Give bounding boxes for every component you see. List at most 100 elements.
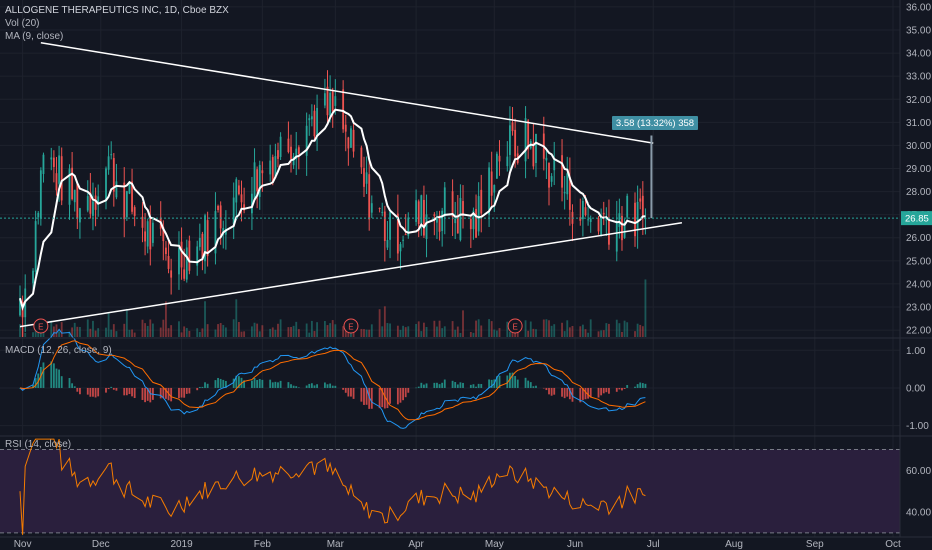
volume-bar [342, 326, 345, 337]
macd-histogram-bar [149, 387, 152, 403]
candle-body [568, 176, 571, 210]
candle-body [50, 157, 53, 160]
candle-body [524, 118, 527, 162]
volume-bar [316, 322, 318, 337]
volume-bar [441, 328, 444, 337]
candle-body [235, 179, 238, 203]
candle-body [509, 125, 511, 155]
macd-histogram-bar [141, 387, 144, 400]
volume-bar [618, 323, 621, 337]
candle-body [436, 218, 438, 223]
candle-body [597, 218, 600, 232]
time-tick-label: 2019 [170, 539, 193, 550]
volume-bar [509, 331, 511, 337]
macd-histogram-bar [323, 382, 326, 388]
volume-bar [550, 325, 553, 337]
rsi-label: RSI (14, close) [5, 439, 71, 450]
candle-body [350, 128, 352, 148]
macd-histogram-bar [396, 387, 399, 405]
candle-body [456, 215, 459, 234]
volume-bar [480, 325, 483, 337]
candle-body [112, 158, 115, 192]
macd-histogram-bar [21, 387, 24, 390]
macd-histogram-bar [509, 372, 511, 388]
macd-histogram-bar [125, 387, 128, 396]
volume-bar [511, 330, 514, 337]
candle-body [365, 172, 368, 184]
candle-body [545, 157, 548, 161]
macd-line [19, 328, 646, 429]
volume-bar [363, 329, 365, 337]
candle-body [378, 207, 381, 209]
candle-body [310, 116, 313, 120]
macd-histogram-bar [477, 383, 480, 388]
candle-body [258, 164, 261, 197]
time-tick-label: Mar [327, 539, 345, 550]
rsi-tick-label: 60.00 [906, 466, 931, 477]
volume-bar [566, 320, 569, 337]
candle-body [162, 226, 165, 242]
volume-bar [329, 323, 332, 337]
volume-bar [459, 332, 462, 337]
volume-bar [206, 324, 209, 337]
candle-body [253, 162, 256, 199]
measure-label-box [612, 116, 698, 130]
candle-body [52, 157, 55, 167]
time-tick-label: Apr [408, 539, 424, 550]
candle-body [352, 129, 355, 152]
macd-histogram-bar [618, 387, 621, 390]
macd-histogram-bar [274, 381, 277, 388]
volume-bar [183, 326, 186, 337]
candle-body [323, 93, 326, 106]
candle-body [269, 160, 272, 175]
volume-bar [602, 330, 605, 337]
moving-average [19, 108, 646, 311]
macd-histogram-bar [363, 387, 365, 405]
candle-body [425, 214, 428, 239]
macd-histogram-bar [271, 382, 274, 388]
macd-histogram-bar [347, 387, 350, 397]
volume-bar [37, 331, 40, 337]
macd-histogram-bar [568, 387, 571, 400]
macd-histogram-bar [178, 387, 180, 399]
macd-label: MACD (12, 26, close, 9) [5, 345, 112, 356]
candle-body [37, 212, 40, 218]
volume-bar [115, 331, 118, 337]
candle-body [42, 154, 45, 174]
candle-body [170, 270, 173, 278]
volume-bar [308, 332, 311, 337]
macd-histogram-bar [514, 376, 517, 388]
volume-bar [420, 331, 423, 337]
volume-bar [279, 319, 282, 337]
earnings-marker-label: E [512, 323, 517, 332]
candle-body [131, 181, 133, 212]
macd-histogram-bar [545, 387, 548, 391]
volume-bar [326, 325, 329, 337]
price-tick-label: 30.00 [906, 141, 931, 152]
volume-bar [256, 323, 259, 337]
candle-body [224, 228, 227, 235]
earnings-marker [507, 318, 523, 334]
volume-bar [370, 324, 373, 337]
macd-histogram-bar [308, 383, 311, 388]
candle-body [326, 86, 329, 116]
macd-histogram-bar [639, 382, 642, 388]
candle-body [141, 216, 144, 228]
volume-bar [274, 329, 277, 337]
candle-body [443, 187, 446, 217]
macd-histogram-bar [433, 382, 436, 388]
macd-histogram-bar [214, 380, 217, 388]
candle-body [146, 221, 149, 247]
macd-histogram-bar [511, 372, 514, 388]
candle-body [219, 205, 222, 229]
candle-body [472, 210, 475, 230]
macd-histogram-bar [198, 386, 201, 388]
volume-bar [185, 327, 188, 337]
volume-bar [251, 326, 253, 337]
macd-histogram-bar [352, 387, 355, 399]
volume-bar [490, 321, 493, 337]
volume-bar [417, 321, 420, 337]
candle-body [79, 208, 81, 223]
